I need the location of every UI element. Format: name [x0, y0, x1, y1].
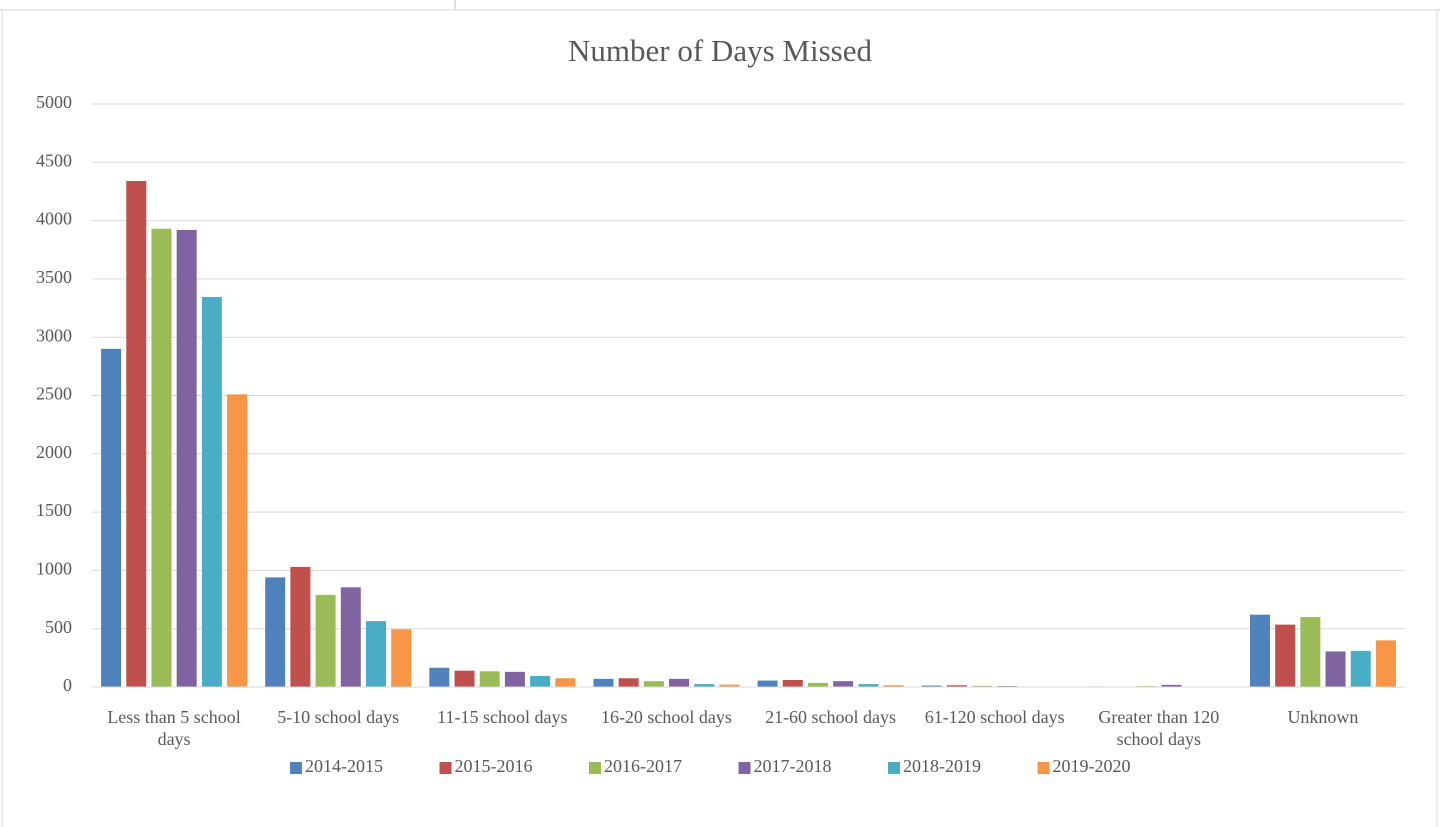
bar	[782, 680, 803, 687]
x-tick-label: Less than 5 school days	[107, 707, 241, 749]
bar	[1350, 650, 1371, 687]
legend-label: 2018-2019	[903, 756, 981, 776]
bar	[807, 682, 828, 687]
y-tick-label: 4500	[36, 150, 72, 170]
y-tick-label: 4000	[36, 209, 72, 229]
chart-title: Number of Days Missed	[568, 33, 872, 68]
bar	[1300, 617, 1321, 687]
y-tick-label: 1000	[36, 559, 72, 579]
y-tick-label: 3500	[36, 267, 72, 287]
bar	[454, 670, 475, 687]
legend-label: 2017-2018	[754, 756, 832, 776]
legend-swatch	[439, 762, 452, 774]
x-tick-label: Unknown	[1287, 707, 1359, 727]
legend-swatch	[290, 762, 302, 774]
bar	[833, 681, 854, 687]
x-tick-label: 61-120 school days	[924, 707, 1065, 727]
bar	[946, 685, 967, 687]
bar	[618, 678, 639, 687]
bar	[1275, 624, 1296, 687]
y-tick-label: 2000	[36, 442, 72, 462]
bar	[593, 678, 614, 687]
legend-swatch	[888, 762, 900, 774]
legend-label: 2015-2016	[455, 756, 533, 776]
legend-label: 2019-2020	[1053, 756, 1131, 776]
bar	[365, 621, 386, 687]
y-tick-label: 2500	[36, 384, 72, 404]
bar	[643, 681, 664, 687]
x-tick-label: 21-60 school days	[765, 707, 897, 727]
bar	[101, 348, 122, 687]
y-tick-label: 3000	[36, 325, 72, 345]
bar	[315, 594, 336, 687]
legend-swatch	[589, 762, 601, 774]
bar	[883, 685, 904, 687]
bar	[227, 394, 248, 687]
legend-label: 2016-2017	[604, 756, 682, 776]
bar	[921, 685, 942, 687]
bar	[694, 684, 715, 687]
legend-label: 2014-2015	[305, 756, 383, 776]
x-tick-label: Greater than 120 school days	[1098, 707, 1220, 749]
bar	[1375, 640, 1396, 687]
legend-swatch	[738, 762, 751, 774]
bar	[504, 671, 525, 687]
y-tick-label: 5000	[36, 92, 72, 112]
bar	[1161, 684, 1182, 687]
bar	[530, 675, 551, 687]
legend-swatch	[1037, 762, 1050, 774]
bar	[972, 685, 993, 687]
bar	[719, 684, 740, 687]
bar	[176, 229, 197, 688]
bar	[1249, 614, 1270, 687]
x-tick-label: 5-10 school days	[277, 707, 400, 727]
bar	[126, 180, 147, 687]
bar	[429, 667, 450, 687]
x-tick-label: 16-20 school days	[600, 707, 732, 727]
bar	[290, 566, 311, 687]
bar	[265, 577, 286, 687]
y-tick-label: 0	[63, 675, 72, 695]
y-tick-label: 1500	[36, 500, 72, 520]
bar	[757, 680, 778, 687]
bar	[669, 678, 690, 687]
bar	[391, 629, 412, 687]
x-tick-label: 11-15 school days	[437, 707, 568, 727]
chart-frame	[1, 9, 1438, 827]
bar	[1325, 651, 1346, 687]
bar	[201, 296, 222, 687]
y-tick-label: 500	[45, 617, 72, 637]
bar	[479, 671, 500, 687]
bar	[858, 684, 879, 687]
bar	[151, 228, 172, 687]
bar	[555, 678, 576, 687]
bar	[340, 587, 361, 687]
